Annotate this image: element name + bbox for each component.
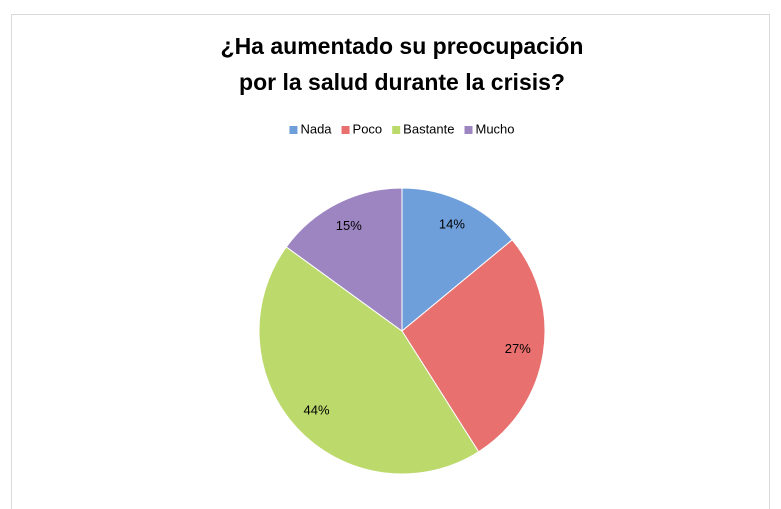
legend-label: Nada bbox=[300, 121, 332, 136]
pie-slice bbox=[401, 239, 546, 453]
data-label: 44% bbox=[304, 403, 330, 418]
legend-label: Mucho bbox=[476, 121, 515, 136]
data-label: 14% bbox=[439, 216, 465, 231]
chart-title: ¿Ha aumentado su preocupación bbox=[221, 33, 584, 59]
pie-slice bbox=[401, 187, 513, 333]
legend-swatch bbox=[464, 126, 473, 134]
legend-label: Poco bbox=[353, 121, 383, 136]
legend-swatch bbox=[341, 126, 350, 134]
data-label: 27% bbox=[505, 341, 531, 356]
pie-slice bbox=[285, 187, 403, 332]
legend-swatch bbox=[289, 126, 298, 134]
data-label: 15% bbox=[336, 218, 362, 233]
legend-swatch bbox=[392, 126, 401, 134]
chart-title: por la salud durante la crisis? bbox=[239, 69, 565, 95]
legend-label: Bastante bbox=[403, 121, 454, 136]
pie-slice bbox=[258, 246, 480, 475]
